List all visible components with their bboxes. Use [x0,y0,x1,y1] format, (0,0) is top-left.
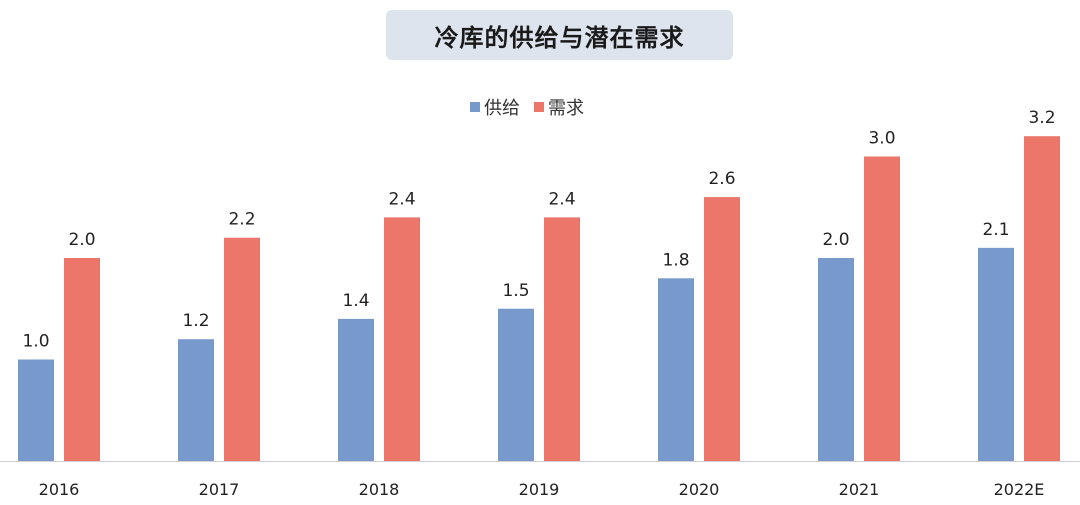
legend-swatch-supply [470,102,480,112]
data-label-demand-2016: 2.0 [68,230,95,250]
bar-demand-2017 [224,237,260,461]
x-tick-label-2018: 2018 [359,480,400,499]
legend-label-demand: 需求 [548,98,584,119]
data-label-demand-2021: 3.0 [868,129,895,149]
legend-label-supply: 供给 [484,98,520,119]
data-label-demand-2017: 2.2 [228,210,255,230]
bar-demand-2019 [544,217,580,461]
x-tick-label-2020: 2020 [679,480,720,499]
legend-item-demand: 需求 [534,94,584,120]
x-tick-label-2017: 2017 [199,480,240,499]
data-label-supply-2019: 1.5 [502,281,529,301]
bar-supply-2018 [338,318,374,461]
x-tick-label-2022E: 2022E [994,480,1045,499]
data-label-supply-2016: 1.0 [22,332,49,352]
legend-swatch-demand [534,102,544,112]
legend-item-supply: 供给 [470,94,520,120]
x-tick-label-2021: 2021 [839,480,880,499]
data-label-supply-2018: 1.4 [342,291,369,311]
bar-supply-2020 [658,278,694,461]
x-tick-label-2016: 2016 [39,480,80,499]
data-label-supply-2020: 1.8 [662,250,689,270]
chart-title-box: 冷库的供给与潜在需求 [386,10,733,60]
data-label-demand-2022E: 3.2 [1028,108,1055,128]
bar-supply-2017 [178,339,214,461]
bar-supply-2022E [978,247,1014,461]
data-label-supply-2022E: 2.1 [982,220,1009,240]
bar-supply-2019 [498,308,534,461]
bar-demand-2020 [704,197,740,461]
bar-demand-2021 [864,156,900,461]
data-label-supply-2021: 2.0 [822,230,849,250]
bar-demand-2016 [64,258,100,461]
x-tick-label-2019: 2019 [519,480,560,499]
data-label-demand-2019: 2.4 [548,189,575,209]
legend: 供给 需求 [470,94,598,120]
bar-demand-2018 [384,217,420,461]
chart-title: 冷库的供给与潜在需求 [434,23,685,52]
data-label-demand-2020: 2.6 [708,169,735,189]
bar-supply-2016 [18,359,54,461]
bar-demand-2022E [1024,136,1060,461]
bar-supply-2021 [818,258,854,461]
data-label-demand-2018: 2.4 [388,189,415,209]
data-label-supply-2017: 1.2 [182,311,209,331]
